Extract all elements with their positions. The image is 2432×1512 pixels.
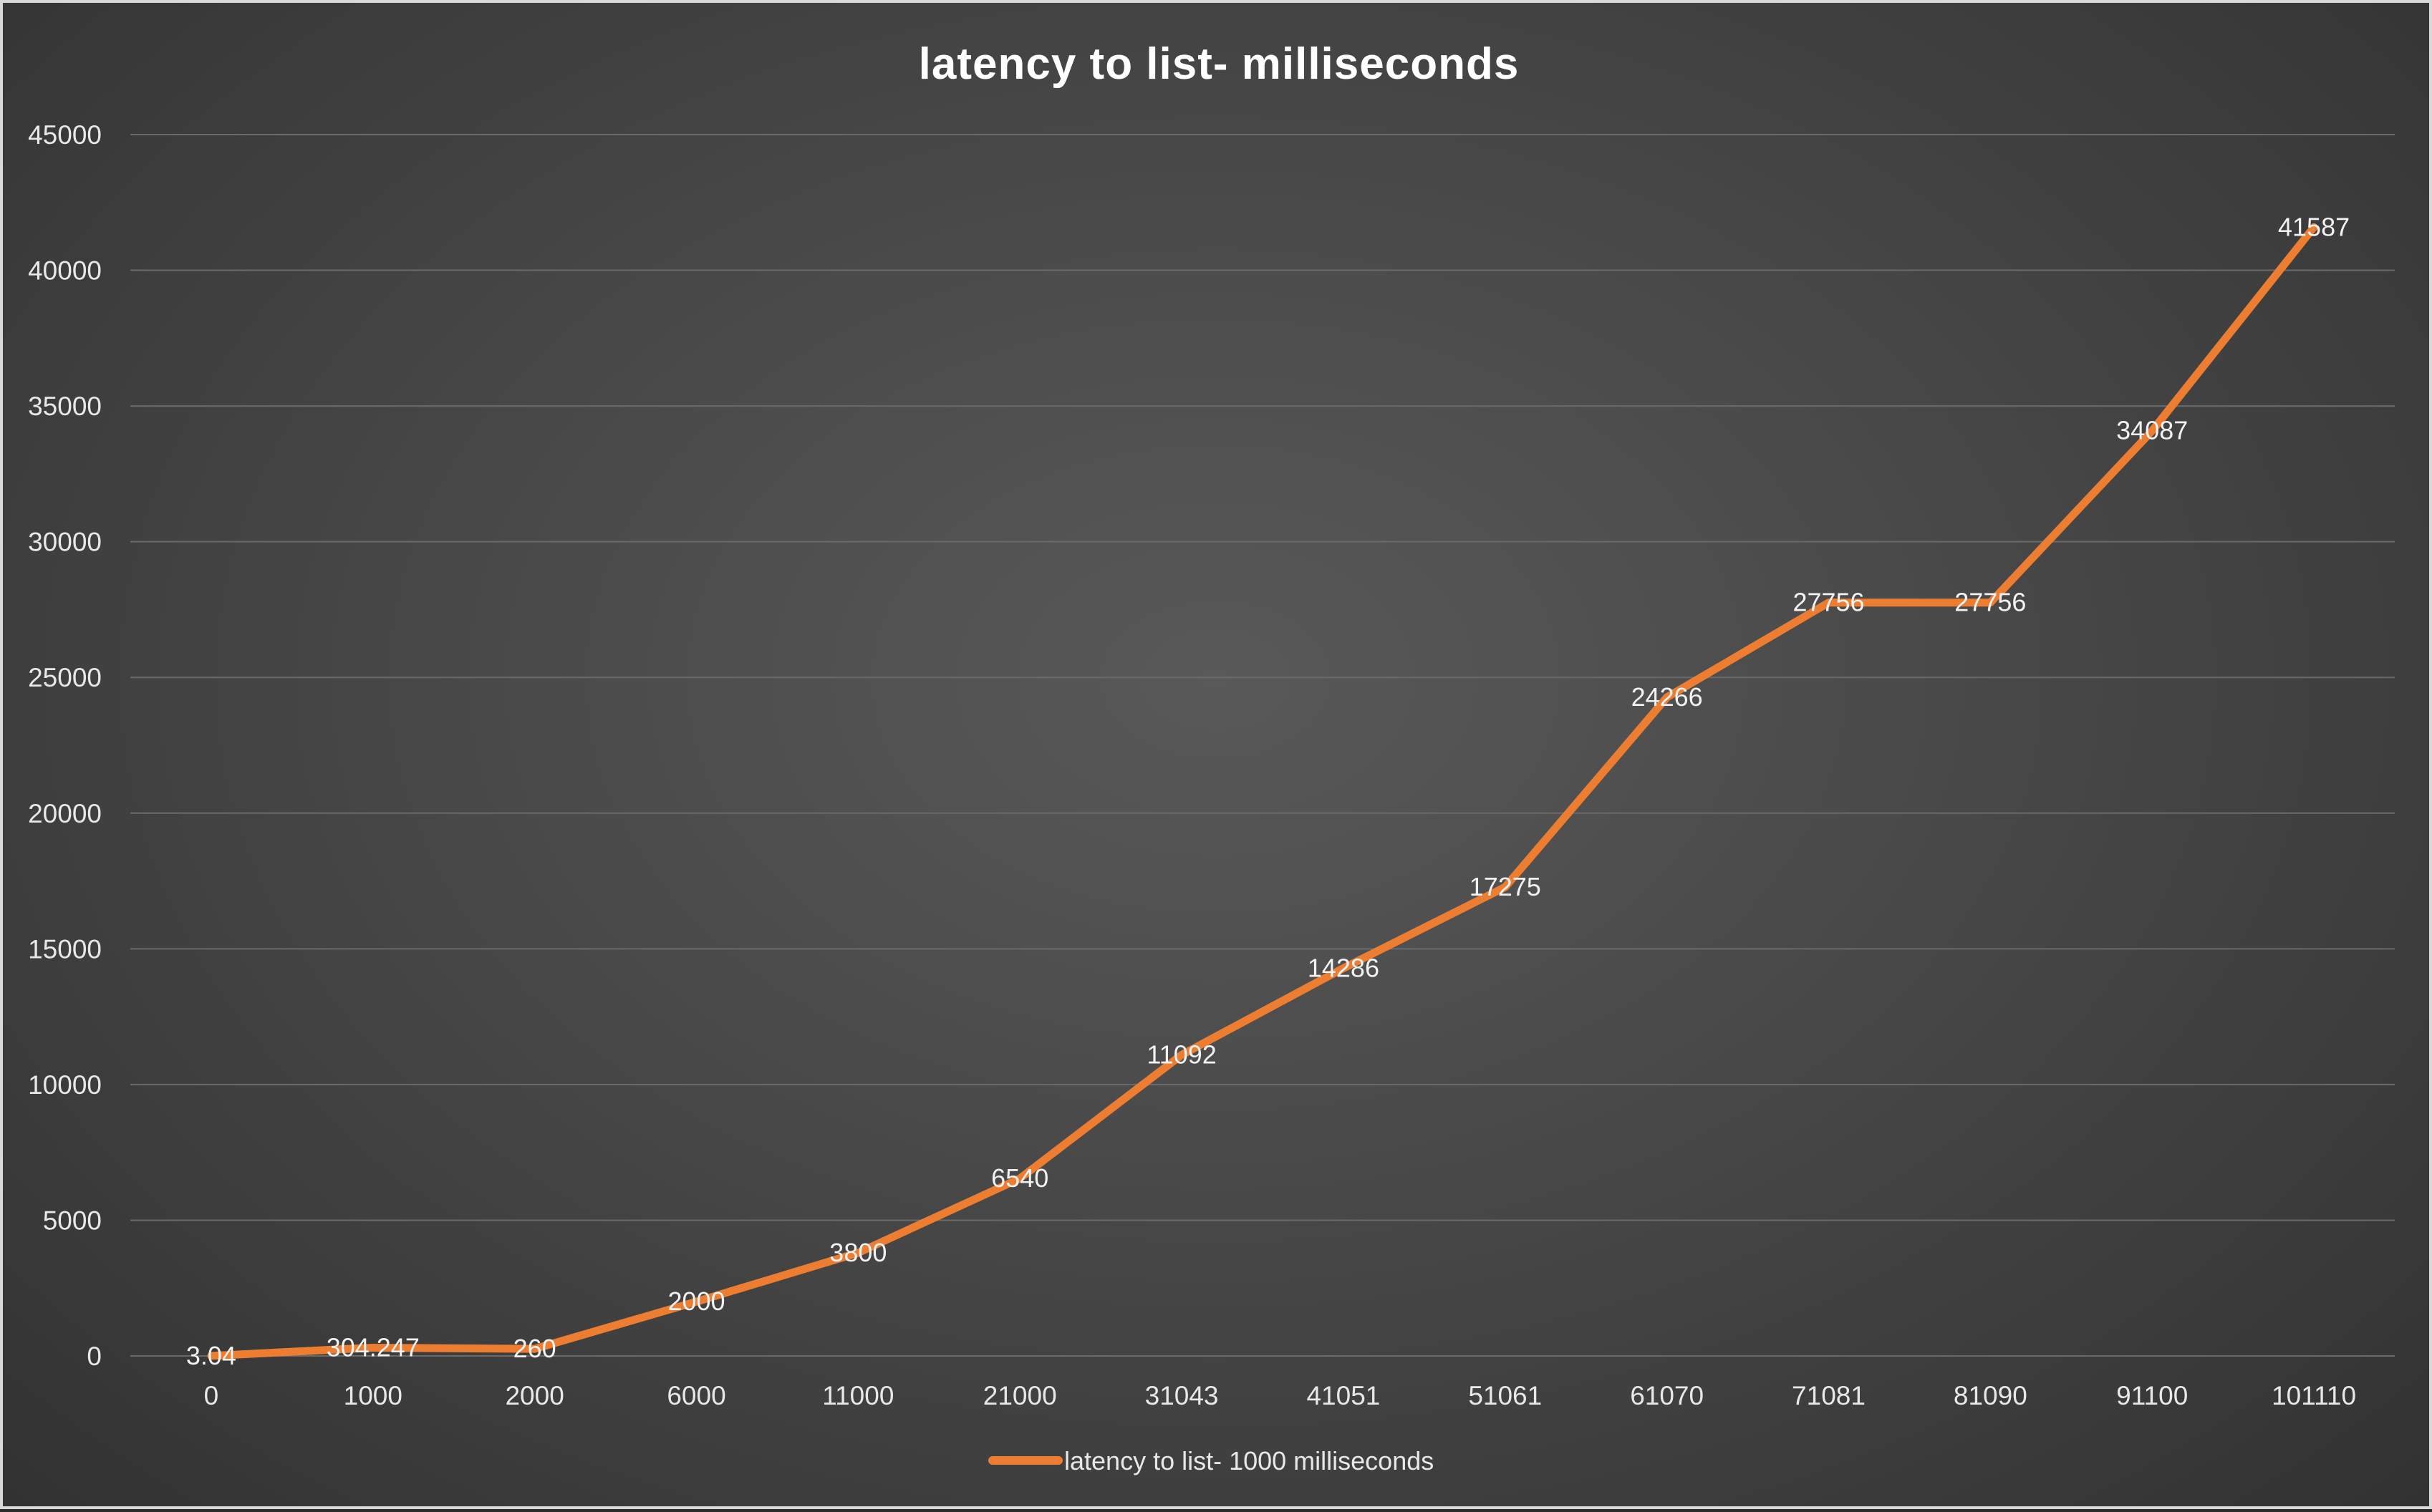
y-tick-label: 0 bbox=[87, 1342, 102, 1371]
data-label: 260 bbox=[513, 1334, 556, 1363]
line-chart: latency to list- milliseconds 0500010000… bbox=[28, 39, 2395, 1475]
data-point[interactable] bbox=[1016, 1175, 1024, 1183]
y-tick-label: 20000 bbox=[28, 799, 102, 828]
data-point[interactable] bbox=[854, 1249, 862, 1256]
data-label: 34087 bbox=[2116, 416, 2188, 445]
x-tick-label: 2000 bbox=[505, 1381, 564, 1410]
data-label: 27756 bbox=[1954, 588, 2026, 617]
data-point[interactable] bbox=[1501, 883, 1509, 891]
chart-title: latency to list- milliseconds bbox=[919, 39, 1520, 89]
x-tick-label: 0 bbox=[204, 1381, 219, 1410]
x-tick-label: 101110 bbox=[2272, 1381, 2356, 1410]
x-tick-label: 31043 bbox=[1145, 1381, 1219, 1410]
data-label: 24266 bbox=[1631, 682, 1703, 712]
data-label: 41587 bbox=[2278, 212, 2350, 241]
data-point[interactable] bbox=[1178, 1051, 1186, 1059]
data-label: 17275 bbox=[1470, 872, 1541, 901]
data-point[interactable] bbox=[1987, 598, 1994, 606]
y-tick-label: 5000 bbox=[43, 1206, 102, 1235]
x-tick-label: 41051 bbox=[1306, 1381, 1380, 1410]
x-tick-label: 51061 bbox=[1468, 1381, 1542, 1410]
data-labels: 3.04 304.247 260 2000 3800 6540 11092 14286 1727… bbox=[186, 212, 2350, 1370]
series-lines bbox=[207, 223, 2318, 1360]
data-label: 14286 bbox=[1308, 953, 1379, 982]
data-point[interactable] bbox=[2148, 427, 2156, 435]
y-tick-label: 25000 bbox=[28, 663, 102, 692]
x-tick-label: 81090 bbox=[1954, 1381, 2027, 1410]
data-label: 27756 bbox=[1792, 588, 1864, 617]
x-tick-label: 71081 bbox=[1792, 1381, 1866, 1410]
data-point[interactable] bbox=[1339, 964, 1347, 972]
y-tick-label: 40000 bbox=[28, 256, 102, 286]
legend-label: latency to list- 1000 milliseconds bbox=[1064, 1446, 1434, 1475]
data-label: 3.04 bbox=[186, 1341, 236, 1370]
x-tick-label: 6000 bbox=[667, 1381, 725, 1410]
data-point[interactable] bbox=[1663, 694, 1671, 702]
y-tick-label: 10000 bbox=[28, 1070, 102, 1100]
x-tick-label: 61070 bbox=[1630, 1381, 1704, 1410]
data-point[interactable] bbox=[2310, 223, 2318, 231]
y-tick-label: 30000 bbox=[28, 528, 102, 557]
x-tick-label: 21000 bbox=[983, 1381, 1057, 1410]
gridlines bbox=[130, 134, 2395, 1357]
data-point[interactable] bbox=[531, 1345, 539, 1353]
data-label: 3800 bbox=[829, 1238, 887, 1267]
y-tick-label: 15000 bbox=[28, 934, 102, 964]
data-point[interactable] bbox=[369, 1344, 377, 1352]
x-axis-ticks: 0 1000 2000 6000 11000 21000 31043 41051 51061 61… bbox=[204, 1381, 2356, 1410]
data-label: 304.247 bbox=[327, 1332, 420, 1362]
x-tick-label: 91100 bbox=[2116, 1381, 2188, 1410]
y-tick-label: 45000 bbox=[28, 120, 102, 150]
data-label: 2000 bbox=[667, 1286, 725, 1316]
data-label: 6540 bbox=[991, 1163, 1048, 1193]
y-tick-label: 35000 bbox=[28, 392, 102, 421]
x-tick-label: 1000 bbox=[344, 1381, 402, 1410]
legend[interactable]: latency to list- 1000 milliseconds bbox=[988, 1446, 1434, 1475]
data-point[interactable] bbox=[1825, 598, 1833, 606]
x-tick-label: 11000 bbox=[822, 1381, 894, 1410]
data-point[interactable] bbox=[693, 1298, 700, 1306]
data-point[interactable] bbox=[207, 1352, 215, 1360]
y-axis-ticks: 0 5000 10000 15000 20000 25000 30000 35000 40000… bbox=[28, 120, 102, 1371]
series-line[interactable] bbox=[207, 223, 2318, 1360]
data-label: 11092 bbox=[1147, 1040, 1216, 1069]
